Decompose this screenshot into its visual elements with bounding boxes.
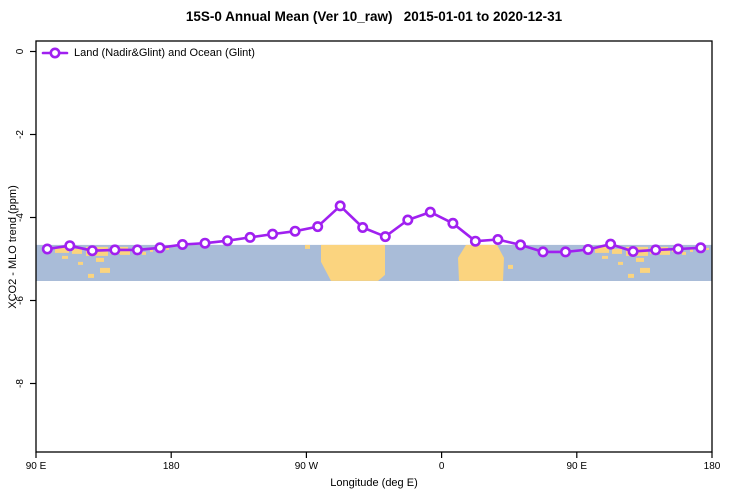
land-patch	[618, 261, 623, 265]
data-point	[64, 240, 76, 252]
data-point	[131, 244, 143, 256]
data-point	[605, 238, 617, 250]
data-point	[514, 239, 526, 251]
land-patch	[636, 257, 644, 262]
data-point	[537, 246, 549, 258]
data-point	[109, 244, 121, 256]
data-point	[154, 242, 166, 254]
land-patch	[682, 251, 686, 255]
x-tick-label: 90 W	[295, 461, 319, 472]
land-patch	[640, 267, 650, 273]
x-axis-label: Longitude (deg E)	[330, 477, 418, 489]
land-patch	[88, 273, 94, 278]
land-patch	[120, 249, 130, 255]
data-point	[177, 239, 189, 251]
data-point	[582, 244, 594, 256]
land-patch	[72, 248, 82, 254]
land-patch	[660, 249, 670, 255]
land-patch	[612, 248, 622, 254]
x-axis-ticks: 90 E 180 90 W 0 90 E 180	[26, 452, 721, 472]
land-patch	[706, 247, 709, 250]
land-patch	[96, 257, 104, 262]
data-point	[379, 231, 391, 243]
land-patch	[508, 264, 513, 269]
y-tick-label: 0	[15, 48, 26, 54]
x-tick-label: 90 E	[567, 461, 588, 472]
data-point	[672, 243, 684, 255]
data-point	[402, 214, 414, 226]
land-patch	[150, 248, 153, 252]
legend-label: Land (Nadir&Glint) and Ocean (Glint)	[74, 47, 255, 59]
land-patch	[305, 244, 310, 249]
x-tick-label: 90 E	[26, 461, 47, 472]
data-point	[199, 237, 211, 249]
y-tick-label: -8	[15, 379, 26, 388]
data-point	[41, 243, 53, 255]
land-patch	[166, 247, 169, 250]
land-patch	[100, 267, 110, 273]
legend-sample	[41, 47, 69, 59]
land-patch	[458, 244, 504, 281]
data-point	[357, 222, 369, 234]
x-tick-label: 180	[163, 461, 180, 472]
land-patch	[55, 246, 69, 253]
data-point	[559, 246, 571, 258]
data-point	[244, 231, 256, 243]
land-patch	[62, 255, 68, 259]
data-point	[289, 225, 301, 237]
land-patch	[321, 244, 385, 281]
plot-box	[35, 40, 713, 453]
land-patch	[628, 273, 634, 278]
data-series	[41, 200, 707, 258]
plot-frame	[35, 40, 713, 453]
y-tick-label: -2	[15, 130, 26, 139]
data-point	[222, 235, 234, 247]
y-tick-label: -4	[15, 213, 26, 222]
land-patch	[142, 251, 146, 255]
data-point	[312, 221, 324, 233]
legend-marker-sample	[49, 47, 61, 59]
data-point	[469, 235, 481, 247]
data-point	[447, 217, 459, 229]
data-point	[695, 242, 707, 254]
data-point	[424, 206, 436, 218]
land-patch	[602, 255, 608, 259]
data-point	[267, 228, 279, 240]
land-patch	[78, 261, 83, 265]
land-patch	[690, 248, 693, 252]
y-tick-label: -6	[15, 296, 26, 305]
data-point	[627, 246, 639, 258]
y-axis-ticks: 0 -2 -4 -6 -8	[15, 48, 36, 388]
data-point	[86, 245, 98, 257]
land-patch	[595, 246, 609, 253]
data-point	[492, 234, 504, 246]
x-tick-label: 180	[704, 461, 721, 472]
data-point	[650, 244, 662, 256]
x-tick-label: 0	[439, 461, 445, 472]
chart-title: 15S-0 Annual Mean (Ver 10_raw) 2015-01-0…	[185, 9, 563, 24]
data-point	[334, 200, 346, 212]
y-axis-label: XCO2 - MLO trend (ppm)	[7, 185, 19, 309]
